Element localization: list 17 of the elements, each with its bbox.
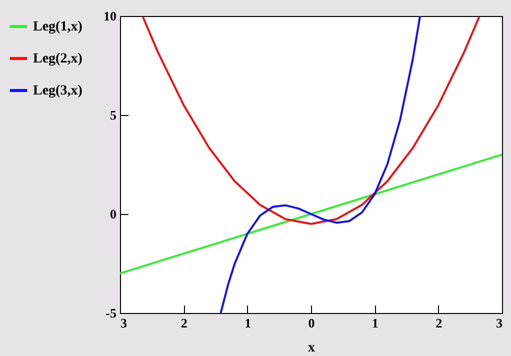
- x-tick-label: 2: [436, 316, 442, 330]
- legend-label: Leg(3,x): [33, 84, 83, 98]
- y-tick-label: 5: [110, 108, 117, 122]
- y-tick-label: -5: [106, 306, 117, 320]
- legend-label: Leg(2,x): [33, 52, 83, 66]
- x-axis-title: x: [308, 340, 315, 356]
- x-tick-label: 1: [244, 316, 252, 330]
- line-series: [220, 16, 422, 313]
- x-tick-label: 0: [308, 316, 315, 330]
- y-tick-label: 0: [110, 206, 116, 222]
- line-series: [142, 16, 480, 225]
- x-tick-label: 3: [120, 316, 128, 330]
- x-tick-label: 1: [372, 316, 378, 330]
- x-tick-label: 3: [496, 316, 503, 330]
- x-tick-label: 2: [180, 316, 188, 330]
- legend-label: Leg(1,x): [33, 20, 83, 34]
- y-tick-label: 10: [104, 8, 116, 24]
